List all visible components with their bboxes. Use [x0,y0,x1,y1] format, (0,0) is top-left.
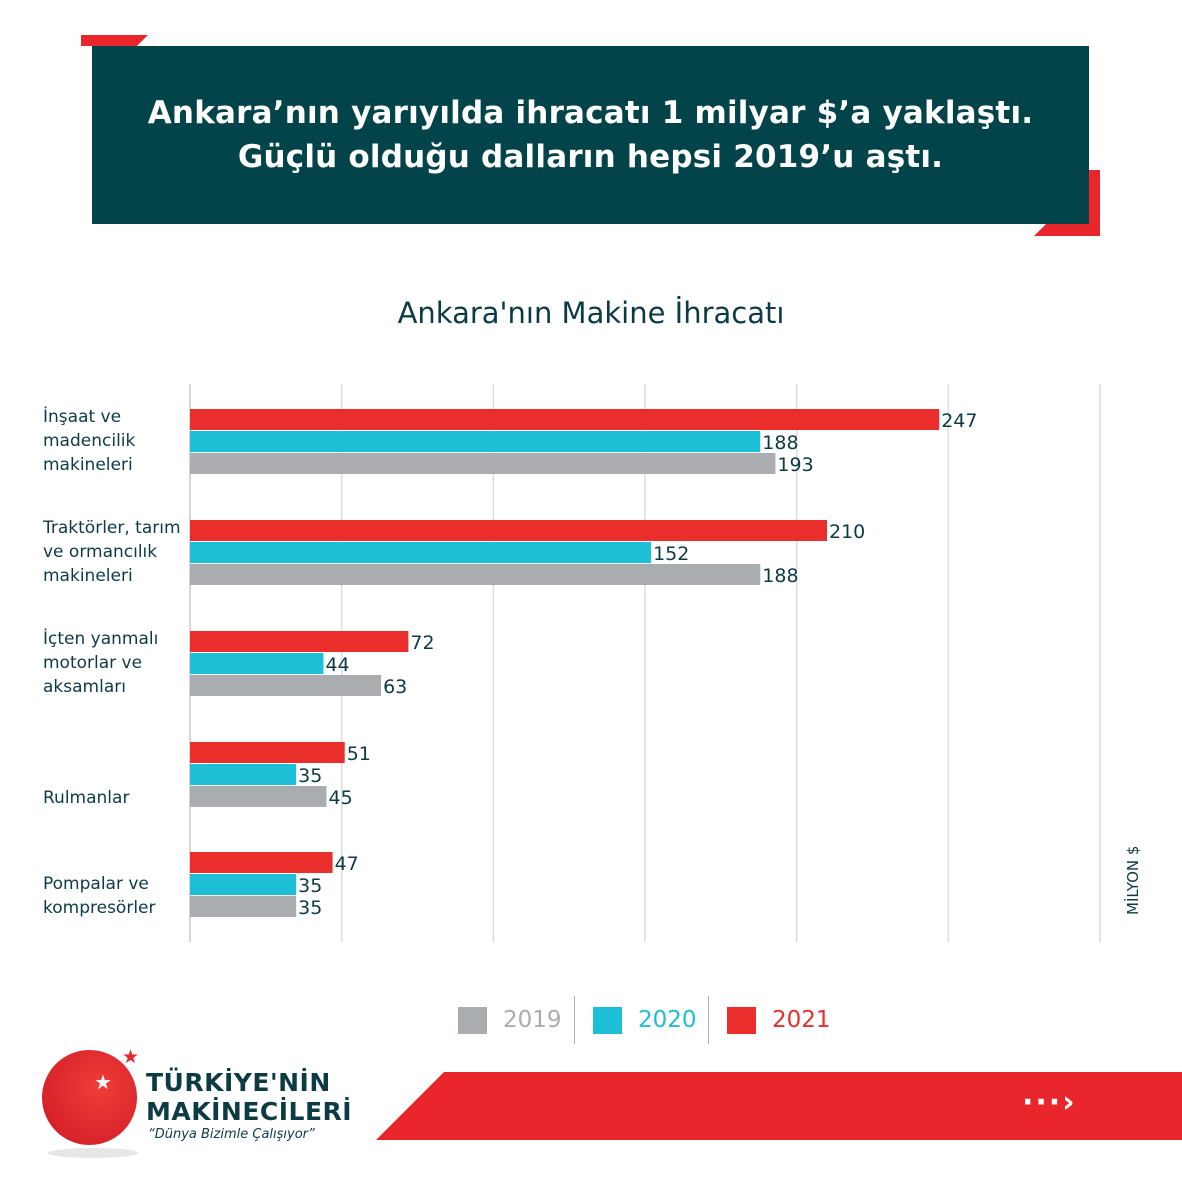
data-label-2021: 72 [410,632,434,654]
bar-2020 [190,542,652,563]
header-banner-area: Ankara’nın yarıyılda ihracatı 1 milyar $… [0,0,1182,260]
category-label: Rulmanlar [43,786,188,810]
data-label-2021: 247 [941,410,977,432]
headline-line-2: Güçlü olduğu dalların hepsi 2019’u aştı. [237,139,944,175]
data-label-2019: 188 [762,565,798,587]
bar-2019 [190,675,382,696]
logo-shadow [48,1148,138,1158]
legend-item-2020: 2020 [593,996,697,1044]
footer-red-bar [376,1072,1182,1140]
category-label-line: Pompalar ve [43,874,149,894]
bar-2019 [190,453,776,474]
bar-2021 [190,852,333,873]
category-label-line: aksamları [43,677,126,697]
data-label-2021: 51 [347,743,371,765]
bar-2021 [190,631,409,652]
data-label-2020: 152 [653,543,689,565]
legend-swatch-2021 [727,1006,756,1034]
legend-label-2019: 2019 [503,1007,562,1033]
bar-2020 [190,874,297,895]
chart-legend: 2019 2020 2021 [0,996,1182,1044]
bar-2020 [190,431,761,452]
category-label: Traktörler, tarım ve ormancılık makineleri [43,516,188,588]
data-label-2021: 210 [829,521,865,543]
category-label-line: kompresörler [43,898,156,918]
legend-separator [574,996,575,1044]
data-label-2020: 188 [762,432,798,454]
legend-label-2021: 2021 [772,1007,831,1033]
data-label-2019: 193 [777,454,813,476]
category-label-line: Rulmanlar [43,788,130,808]
headline-banner: Ankara’nın yarıyılda ihracatı 1 milyar $… [92,46,1089,224]
legend-item-2019: 2019 [458,996,562,1044]
data-label-2019: 45 [329,787,353,809]
next-arrow-icon[interactable]: ···› [1022,1085,1077,1120]
category-label-line: madencilik [43,431,136,451]
legend-label-2020: 2020 [638,1007,697,1033]
legend-swatch-2019 [458,1006,487,1034]
data-label-2020: 35 [298,765,322,787]
logo-star-icon: ★ [94,1070,112,1094]
bar-2020 [190,653,324,674]
bar-2021 [190,742,345,763]
bar-2020 [190,764,297,785]
brand-name-line-2: MAKİNECİLERİ [146,1097,353,1126]
data-label-2020: 44 [325,654,349,676]
brand-slogan: “Dünya Bizimle Çalışıyor” [148,1127,315,1142]
unit-label: MİLYON $ [1123,846,1142,915]
logo-small-star-icon: ★ [122,1046,140,1068]
category-label: İçten yanmalı motorlar ve aksamları [43,627,188,699]
legend-swatch-2020 [593,1006,622,1034]
category-label-line: ve ormancılık [43,542,158,562]
brand-logo [42,1050,137,1145]
category-label: Pompalar ve kompresörler [43,872,188,920]
legend-item-2021: 2021 [727,996,831,1044]
category-label-line: motorlar ve [43,653,143,673]
category-label-line: makineleri [43,566,133,586]
category-label: İnşaat ve madencilik makineleri [43,405,188,477]
category-label-line: makineleri [43,455,133,475]
data-label-2019: 35 [298,897,322,919]
category-label-line: İnşaat ve [43,407,122,427]
chart-title: Ankara'nın Makine İhracatı [397,296,785,330]
bar-2021 [190,520,827,541]
data-label-2020: 35 [298,875,322,897]
headline-line-1: Ankara’nın yarıyılda ihracatı 1 milyar $… [147,95,1034,131]
data-label-2019: 63 [383,676,407,698]
bar-2019 [190,564,761,585]
category-label-line: Traktörler, tarım [43,518,181,538]
bar-2019 [190,786,327,807]
brand-name-line-1: TÜRKİYE'NİN [146,1068,331,1097]
bar-2021 [190,409,940,430]
data-label-2021: 47 [335,853,359,875]
category-label-line: İçten yanmalı [43,629,159,649]
bar-2019 [190,896,297,917]
legend-separator [708,996,709,1044]
